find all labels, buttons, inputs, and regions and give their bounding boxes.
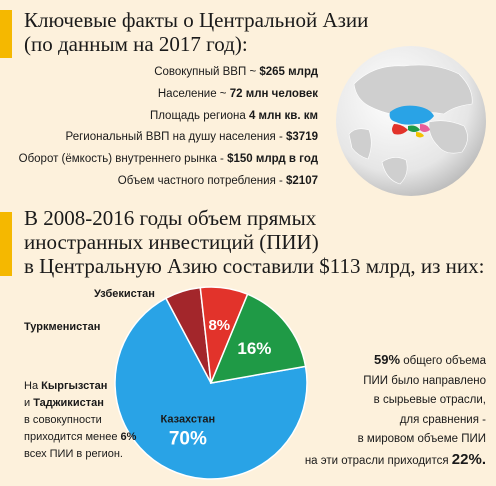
raw-sector-note-line4: для сравнения -	[399, 413, 486, 426]
region-uzbekistan	[408, 125, 420, 132]
investment-title-line1: В 2008-2016 годы объем прямых	[24, 206, 317, 230]
investment-title: В 2008-2016 годы объем прямых иностранны…	[24, 206, 484, 278]
fact-row: Совокупный ВВП ~ $265 млрд	[154, 66, 318, 78]
fact-row: Региональный ВВП на душу населения - $37…	[65, 131, 318, 144]
facts-title-line2: (по данным на 2017 год):	[24, 32, 248, 56]
fact-row: Площадь региона 4 млн кв. км	[149, 109, 318, 122]
pie-slice	[209, 293, 307, 384]
pie-slice	[114, 297, 308, 480]
pie-category-label: Казахстан	[161, 413, 216, 425]
kg-tj-note-line2: и Таджикистан	[24, 397, 104, 409]
facts-list: Совокупный ВВП ~ $265 млрд Население ~ 7…	[0, 62, 318, 193]
region-tajikistan	[416, 132, 424, 138]
label-turkmenistan: Туркменистан	[24, 321, 101, 333]
pie-value-label: 16%	[237, 339, 271, 358]
raw-sector-note: 59% общего объема ПИИ было направлено в …	[286, 350, 486, 471]
kg-tj-note-line5: всех ПИИ в регион.	[24, 448, 123, 460]
landmass-north	[353, 64, 473, 117]
label-uzbekistan: Узбекистан	[94, 288, 155, 300]
landmass-south	[381, 157, 408, 185]
fact-row: Оборот (ёмкость) внутреннего рынка - $15…	[18, 153, 318, 166]
raw-sector-note-line5: в мировом объеме ПИИ	[357, 433, 486, 445]
fdi-pie-chart: 70% Казахстан 8% 16%	[114, 286, 308, 480]
kg-tj-note-line1: На Кыргызстан	[24, 380, 108, 392]
investment-title-line2: иностранных инвестиций (ПИИ)	[24, 230, 319, 254]
facts-title: Ключевые факты о Центральной Азии (по да…	[24, 8, 368, 56]
landmass-west	[348, 128, 372, 160]
region-kazakhstan	[389, 105, 434, 125]
header-accent-bar	[0, 10, 12, 58]
kg-tj-note-line4: приходится менее 6%	[24, 431, 137, 443]
pie-value-label: 8%	[208, 317, 230, 334]
landmass-east	[428, 120, 468, 154]
raw-sector-note-line3: в сырьевые отрасли,	[373, 394, 486, 406]
investment-accent-bar	[0, 212, 12, 276]
raw-sector-note-line1: 59% общего объема	[374, 352, 486, 367]
facts-title-line1: Ключевые факты о Центральной Азии	[24, 8, 369, 32]
fact-row: Население ~ 72 млн человек	[157, 87, 318, 100]
region-turkmenistan	[392, 124, 408, 135]
globe-illustration	[336, 46, 486, 196]
kg-tj-note: На Кыргызстан и Таджикистан в совокупнос…	[24, 378, 136, 463]
kg-tj-note-line3: в совокупности	[24, 414, 102, 426]
fact-row: Объем частного потребления - $2107	[117, 174, 318, 187]
region-kyrgyzstan	[420, 124, 430, 132]
raw-sector-note-line6: на эти отрасли приходится 22%.	[304, 450, 486, 468]
investment-title-line3: в Центральную Азию составили $113 млрд, …	[24, 254, 485, 278]
raw-sector-note-line2: ПИИ было направлено	[363, 374, 486, 387]
pie-value-label: 70%	[169, 428, 207, 449]
